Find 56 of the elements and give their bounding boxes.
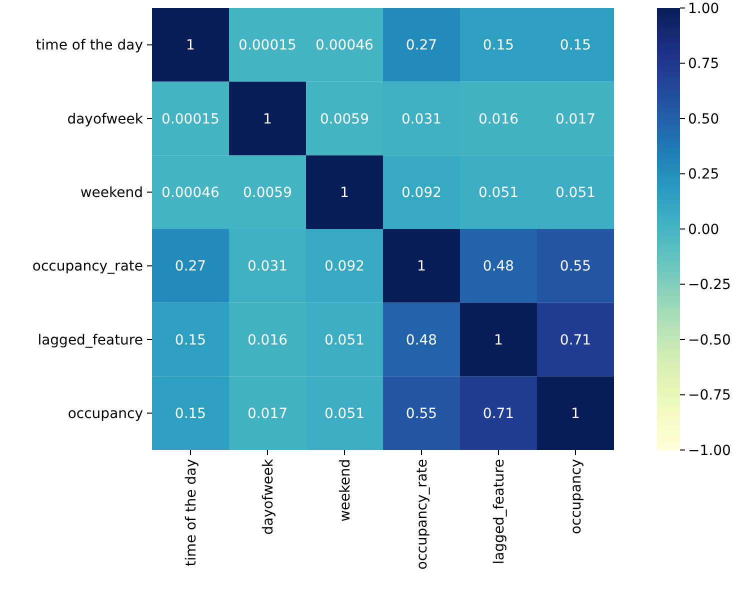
data-label: 0.15: [174, 406, 206, 422]
data-label: 0.55: [406, 406, 438, 422]
color-bar-label: −0.50: [688, 332, 731, 348]
data-label: 0.15: [560, 38, 592, 54]
x-tick-label: occupancy_rate: [414, 459, 430, 570]
data-label: 0.27: [406, 38, 438, 54]
data-label: 0.092: [401, 185, 442, 202]
color-bar-label: 0.00: [688, 222, 720, 238]
data-label: 0.017: [555, 111, 596, 128]
color-bar-label: −1.00: [688, 442, 731, 459]
data-label: 0.00015: [162, 111, 220, 128]
data-label: 0.15: [174, 332, 206, 348]
data-label: 0.051: [324, 406, 365, 422]
color-bar-label: −0.25: [688, 277, 731, 294]
y-tick-label: time of the day: [36, 38, 143, 54]
x-tick-label: occupancy: [568, 459, 584, 534]
color-bar-label: 0.50: [688, 111, 720, 128]
y-tick-label: occupancy: [68, 406, 143, 422]
data-label: 0.55: [560, 258, 592, 275]
data-label: 0.016: [478, 111, 519, 128]
data-label: 0.016: [247, 332, 288, 348]
color-bar-label: 1.00: [688, 0, 720, 17]
data-label: 1: [340, 185, 349, 202]
data-label: 0.27: [174, 258, 206, 275]
y-tick-label: dayofweek: [67, 111, 144, 128]
color-bar-label: 0.25: [688, 166, 720, 183]
y-tick-label: weekend: [80, 185, 143, 202]
data-label: 1: [186, 38, 195, 54]
y-tick-label: occupancy_rate: [32, 258, 143, 275]
data-label: 0.00046: [316, 38, 374, 54]
x-tick-label: weekend: [337, 459, 354, 522]
data-label: 0.00015: [238, 38, 296, 54]
data-label: 0.0059: [243, 185, 292, 202]
data-label: 1: [571, 406, 580, 422]
data-label: 0.0059: [320, 111, 369, 128]
data-label: 1: [417, 258, 426, 275]
x-tick-label: dayofweek: [260, 458, 276, 535]
data-label: 1: [494, 332, 503, 348]
data-label: 0.017: [247, 406, 288, 422]
data-label: 0.48: [482, 258, 514, 275]
data-label: 1: [263, 111, 272, 128]
data-label: 0.71: [482, 406, 514, 422]
data-label: 0.092: [324, 258, 365, 275]
data-label: 0.00046: [162, 185, 220, 202]
color-bar-label: −0.75: [688, 388, 731, 404]
data-label: 0.051: [324, 332, 365, 348]
data-label: 0.48: [406, 332, 438, 348]
data-label: 0.71: [560, 332, 592, 348]
data-label: 0.031: [247, 258, 288, 275]
data-label: 0.031: [401, 111, 442, 128]
x-tick-label: lagged_feature: [491, 459, 508, 564]
y-tick-label: lagged_feature: [38, 332, 143, 348]
data-label: 0.15: [482, 38, 514, 54]
data-label: 0.051: [555, 185, 596, 202]
color-bar-label: 0.75: [688, 56, 720, 72]
data-label: 0.051: [478, 185, 519, 202]
